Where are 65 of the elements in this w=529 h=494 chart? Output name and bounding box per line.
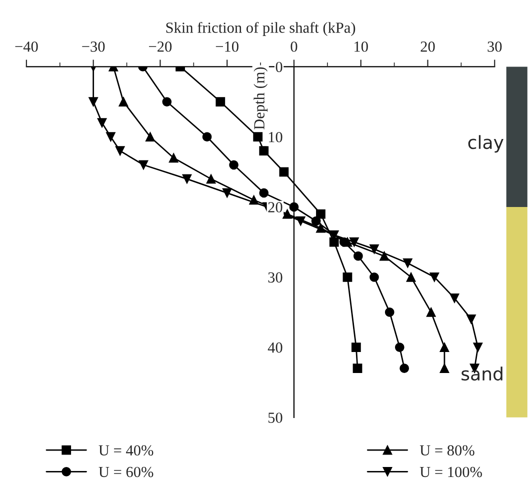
point xyxy=(342,272,352,282)
legend-label: U = 100% xyxy=(420,466,482,478)
point xyxy=(351,342,361,352)
x-tick-label: −30 xyxy=(82,41,105,52)
point xyxy=(406,272,416,282)
y-tick-label: 50 xyxy=(268,412,282,423)
point xyxy=(466,314,476,324)
y-tick-label: 40 xyxy=(268,342,282,353)
x-tick-label: 30 xyxy=(488,41,502,52)
point xyxy=(353,251,363,261)
point xyxy=(259,188,269,198)
point xyxy=(202,132,212,142)
point xyxy=(222,188,232,198)
annotation: clay xyxy=(468,135,504,153)
point xyxy=(352,364,362,374)
x-tick-label: −20 xyxy=(149,41,172,52)
point xyxy=(118,97,128,106)
point xyxy=(450,293,460,303)
x-tick-label: −40 xyxy=(15,41,38,52)
point xyxy=(430,272,440,282)
point xyxy=(229,160,238,170)
point xyxy=(216,97,226,106)
point xyxy=(400,364,410,374)
x-tick-label: 20 xyxy=(420,41,435,52)
point xyxy=(384,308,394,317)
point xyxy=(115,146,125,156)
point xyxy=(370,244,379,254)
legend-label: U = 40% xyxy=(98,445,154,456)
point xyxy=(402,258,412,268)
y-tick-label: 0 xyxy=(276,62,282,72)
point xyxy=(168,153,178,163)
x-tick-label: 10 xyxy=(354,41,368,52)
x-tick-label: 0 xyxy=(290,41,298,52)
y-tick-label: 30 xyxy=(268,272,282,283)
point xyxy=(349,237,359,247)
point xyxy=(440,364,450,374)
point xyxy=(370,272,379,282)
point xyxy=(106,132,116,142)
point xyxy=(426,308,436,317)
y-axis-title: Depth (m) xyxy=(254,67,268,130)
annotation: sand xyxy=(462,366,502,381)
point xyxy=(394,342,404,352)
point xyxy=(329,237,339,247)
point xyxy=(97,118,107,128)
point xyxy=(88,97,98,106)
point xyxy=(162,97,172,106)
point xyxy=(138,160,148,170)
y-tick-label: 10 xyxy=(268,132,282,142)
point xyxy=(145,132,155,142)
point xyxy=(311,216,321,226)
legend-label: U = 80% xyxy=(420,445,474,456)
point xyxy=(259,146,269,156)
x-axis-title: Skin friction of pile shaft (kPa) xyxy=(166,22,356,36)
point xyxy=(182,174,192,184)
x-tick-label: −10 xyxy=(216,41,238,52)
point xyxy=(380,251,389,261)
point xyxy=(206,174,216,184)
point xyxy=(279,167,289,177)
point xyxy=(253,132,263,142)
point xyxy=(473,342,483,352)
legend-label: U = 60% xyxy=(98,466,154,478)
point xyxy=(296,216,306,226)
point xyxy=(440,342,450,352)
y-tick-label: 20 xyxy=(268,202,282,212)
point xyxy=(316,209,326,219)
